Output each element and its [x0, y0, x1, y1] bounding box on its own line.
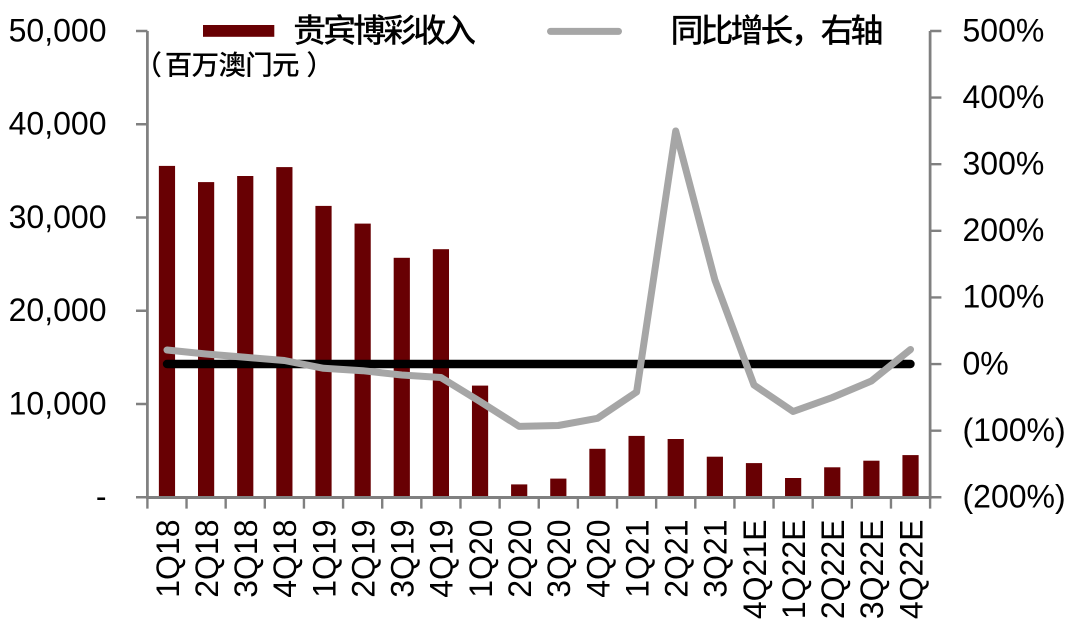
svg-text:100%: 100%: [963, 279, 1045, 315]
svg-text:400%: 400%: [963, 79, 1045, 115]
svg-text:3Q20: 3Q20: [541, 520, 577, 598]
svg-text:3Q22E: 3Q22E: [854, 520, 890, 620]
svg-text:40,000: 40,000: [9, 106, 107, 142]
svg-text:10,000: 10,000: [9, 385, 107, 421]
svg-text:3Q21: 3Q21: [698, 520, 734, 598]
svg-text:200%: 200%: [963, 212, 1045, 248]
svg-text:2Q21: 2Q21: [659, 520, 695, 598]
svg-text:-: -: [96, 479, 107, 515]
svg-text:(200%): (200%): [963, 479, 1066, 515]
svg-text:2Q22E: 2Q22E: [815, 520, 851, 620]
svg-text:3Q18: 3Q18: [228, 520, 264, 598]
svg-text:1Q20: 1Q20: [463, 520, 499, 598]
svg-text:2Q20: 2Q20: [502, 520, 538, 598]
svg-text:2Q19: 2Q19: [345, 520, 381, 598]
svg-text:50,000: 50,000: [9, 12, 107, 48]
svg-text:500%: 500%: [963, 12, 1045, 48]
svg-text:4Q20: 4Q20: [580, 520, 616, 598]
svg-text:0%: 0%: [963, 345, 1009, 381]
svg-text:1Q18: 1Q18: [150, 520, 186, 598]
svg-text:4Q22E: 4Q22E: [893, 520, 929, 620]
svg-text:30,000: 30,000: [9, 199, 107, 235]
svg-text:1Q21: 1Q21: [619, 520, 655, 598]
svg-text:(100%): (100%): [963, 412, 1066, 448]
svg-text:20,000: 20,000: [9, 292, 107, 328]
svg-text:3Q19: 3Q19: [385, 520, 421, 598]
svg-text:1Q22E: 1Q22E: [776, 520, 812, 620]
svg-text:2Q18: 2Q18: [189, 520, 225, 598]
svg-text:4Q18: 4Q18: [267, 520, 303, 598]
svg-text:1Q19: 1Q19: [306, 520, 342, 598]
svg-text:300%: 300%: [963, 146, 1045, 182]
svg-text:4Q19: 4Q19: [424, 520, 460, 598]
svg-text:4Q21E: 4Q21E: [737, 520, 773, 620]
